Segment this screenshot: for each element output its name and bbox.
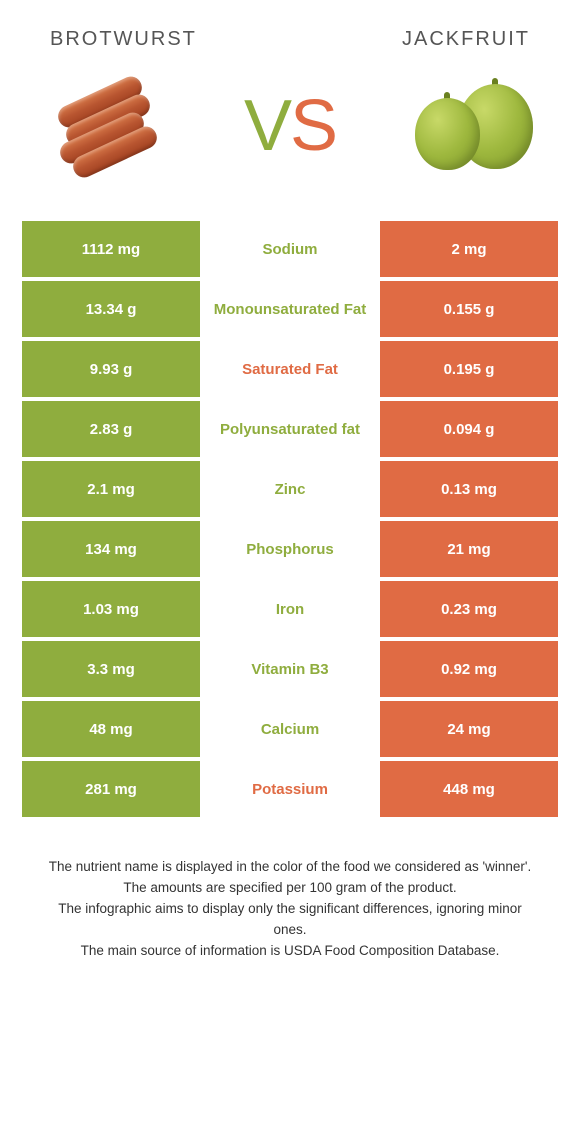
left-food-title: BROTWURST bbox=[50, 28, 197, 51]
table-row: 13.34 gMonounsaturated Fat0.155 g bbox=[22, 281, 558, 337]
nutrient-name: Polyunsaturated fat bbox=[200, 401, 380, 457]
header: BROTWURST JACKFRUIT bbox=[0, 0, 580, 61]
left-value: 281 mg bbox=[22, 761, 200, 817]
left-value: 2.83 g bbox=[22, 401, 200, 457]
left-value: 1112 mg bbox=[22, 221, 200, 277]
footer-line: The infographic aims to display only the… bbox=[40, 899, 540, 941]
nutrient-name: Saturated Fat bbox=[200, 341, 380, 397]
brotwurst-image bbox=[40, 71, 170, 181]
table-row: 1112 mgSodium2 mg bbox=[22, 221, 558, 277]
right-value: 448 mg bbox=[380, 761, 558, 817]
jackfruit-image bbox=[410, 71, 540, 181]
right-value: 2 mg bbox=[380, 221, 558, 277]
table-row: 2.1 mgZinc0.13 mg bbox=[22, 461, 558, 517]
table-row: 3.3 mgVitamin B30.92 mg bbox=[22, 641, 558, 697]
right-value: 0.13 mg bbox=[380, 461, 558, 517]
footer-line: The main source of information is USDA F… bbox=[40, 941, 540, 962]
left-value: 2.1 mg bbox=[22, 461, 200, 517]
right-value: 0.094 g bbox=[380, 401, 558, 457]
table-row: 281 mgPotassium448 mg bbox=[22, 761, 558, 817]
vs-v: V bbox=[244, 86, 290, 166]
nutrient-name: Phosphorus bbox=[200, 521, 380, 577]
right-value: 21 mg bbox=[380, 521, 558, 577]
table-row: 134 mgPhosphorus21 mg bbox=[22, 521, 558, 577]
nutrient-name: Iron bbox=[200, 581, 380, 637]
vs-row: VS bbox=[0, 61, 580, 211]
table-row: 9.93 gSaturated Fat0.195 g bbox=[22, 341, 558, 397]
footer-notes: The nutrient name is displayed in the co… bbox=[40, 857, 540, 962]
vs-s: S bbox=[290, 86, 336, 166]
nutrient-name: Vitamin B3 bbox=[200, 641, 380, 697]
right-value: 24 mg bbox=[380, 701, 558, 757]
nutrient-name: Monounsaturated Fat bbox=[200, 281, 380, 337]
nutrient-name: Sodium bbox=[200, 221, 380, 277]
table-row: 1.03 mgIron0.23 mg bbox=[22, 581, 558, 637]
right-value: 0.195 g bbox=[380, 341, 558, 397]
left-value: 48 mg bbox=[22, 701, 200, 757]
right-value: 0.23 mg bbox=[380, 581, 558, 637]
nutrient-name: Potassium bbox=[200, 761, 380, 817]
table-row: 2.83 gPolyunsaturated fat0.094 g bbox=[22, 401, 558, 457]
right-food-title: JACKFRUIT bbox=[402, 28, 530, 51]
nutrient-name: Calcium bbox=[200, 701, 380, 757]
left-value: 134 mg bbox=[22, 521, 200, 577]
left-value: 9.93 g bbox=[22, 341, 200, 397]
left-value: 1.03 mg bbox=[22, 581, 200, 637]
left-value: 3.3 mg bbox=[22, 641, 200, 697]
footer-line: The amounts are specified per 100 gram o… bbox=[40, 878, 540, 899]
right-value: 0.155 g bbox=[380, 281, 558, 337]
nutrient-name: Zinc bbox=[200, 461, 380, 517]
table-row: 48 mgCalcium24 mg bbox=[22, 701, 558, 757]
comparison-table: 1112 mgSodium2 mg13.34 gMonounsaturated … bbox=[22, 221, 558, 817]
right-value: 0.92 mg bbox=[380, 641, 558, 697]
left-value: 13.34 g bbox=[22, 281, 200, 337]
vs-label: VS bbox=[244, 85, 336, 167]
footer-line: The nutrient name is displayed in the co… bbox=[40, 857, 540, 878]
